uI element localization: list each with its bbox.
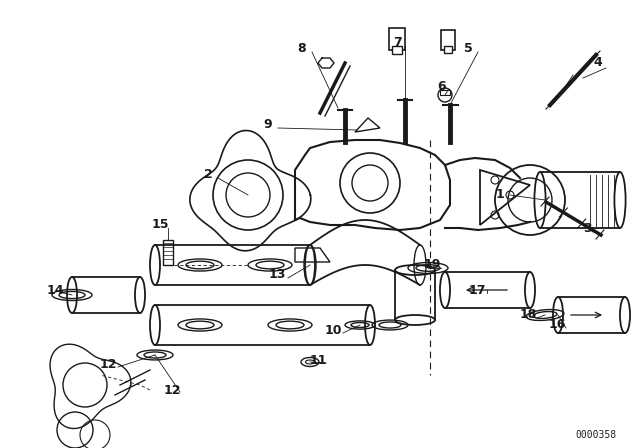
Text: 11: 11 [309,353,327,366]
Text: 9: 9 [264,119,272,132]
Text: 3: 3 [582,221,591,234]
Text: 10: 10 [324,323,342,336]
Text: 12: 12 [99,358,116,371]
Text: 18: 18 [519,309,537,322]
Text: 16: 16 [548,319,566,332]
Text: 2: 2 [204,168,212,181]
Bar [444,46,452,53]
Text: 1: 1 [495,189,504,202]
Text: 13: 13 [268,268,285,281]
Text: 14: 14 [46,284,64,297]
Bar [441,30,455,50]
Text: 15: 15 [151,219,169,232]
Text: 8: 8 [298,42,307,55]
Text: 0000358: 0000358 [575,430,616,440]
Text: 4: 4 [594,56,602,69]
Bar [163,240,173,265]
Text: 19: 19 [423,258,441,271]
Text: 7: 7 [392,35,401,48]
Text: 5: 5 [463,42,472,55]
Text: 12: 12 [163,383,180,396]
Text: 17: 17 [468,284,486,297]
Bar [392,46,402,54]
Bar [389,28,405,50]
Bar [440,90,450,95]
Text: 6: 6 [438,81,446,94]
